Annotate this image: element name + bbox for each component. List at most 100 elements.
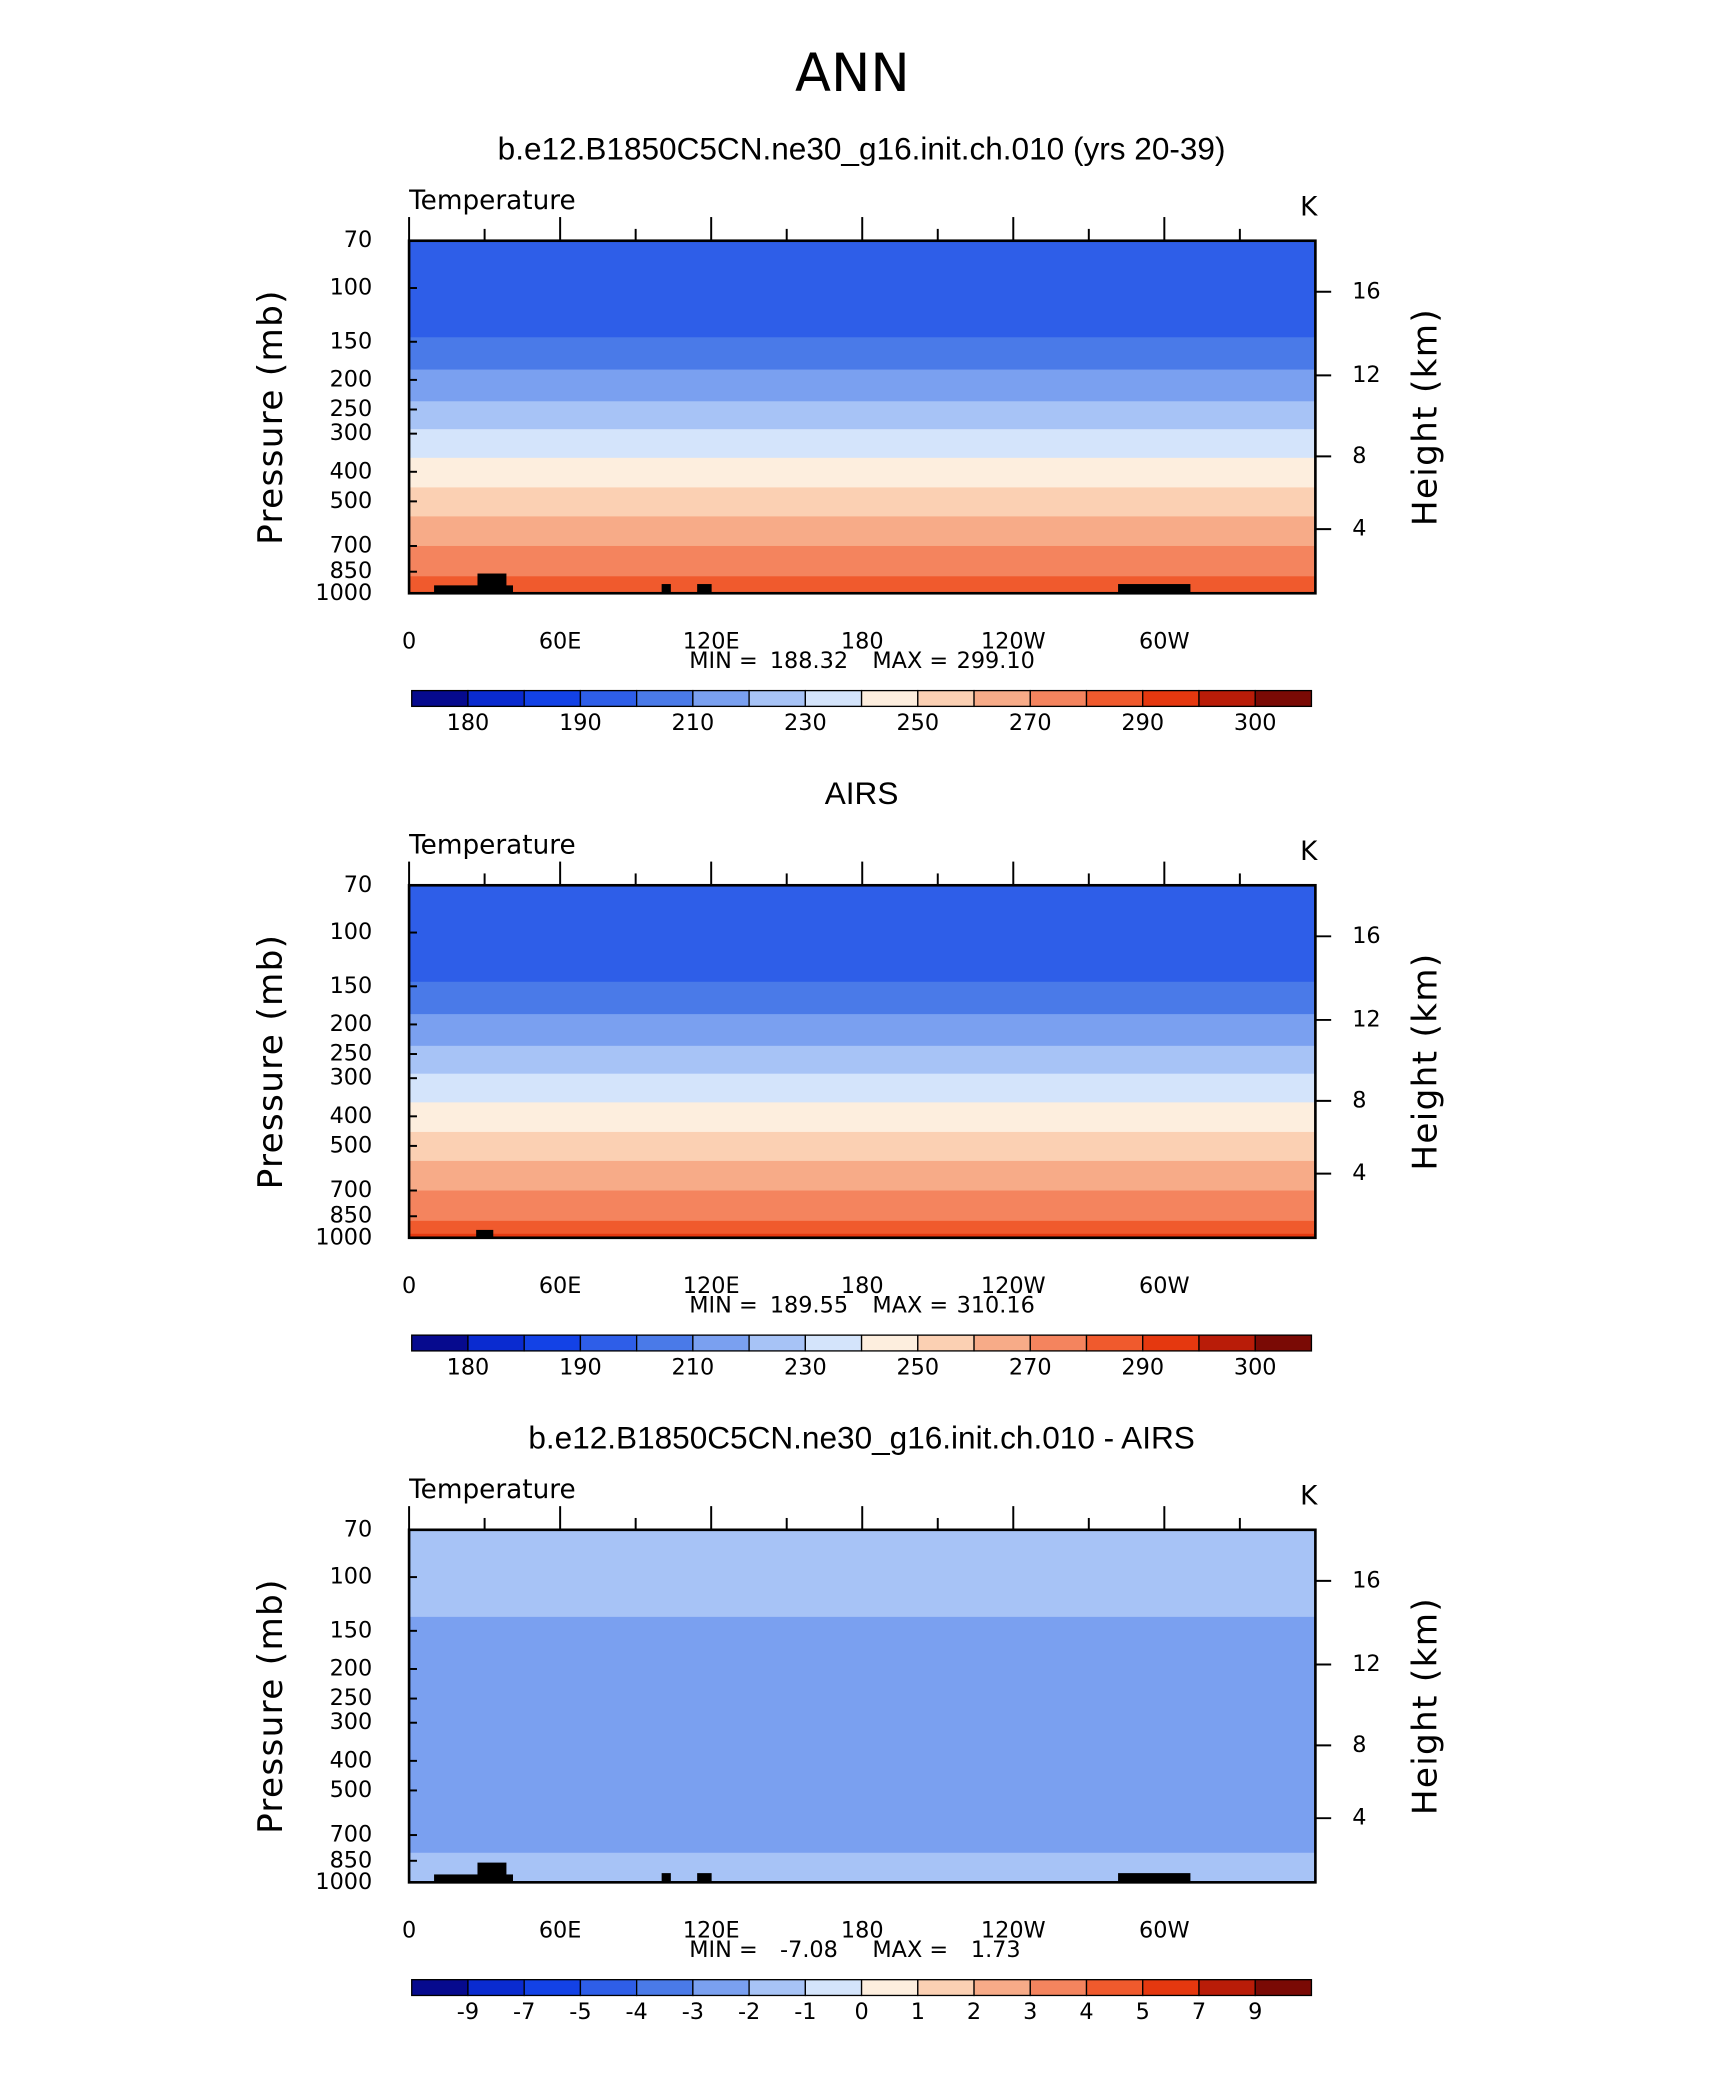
contour-band (409, 1102, 1316, 1133)
x-tick-label: 0 (402, 628, 416, 654)
y-tick-label: 500 (330, 1132, 373, 1158)
units-label: K (1300, 1481, 1318, 1511)
y-tick-label: 1000 (315, 580, 372, 606)
colorbar-label: 250 (896, 1355, 939, 1381)
min-value: 188.32 (770, 648, 848, 674)
colorbar-label: 300 (1234, 710, 1277, 736)
units-label: K (1300, 837, 1318, 867)
land-mask (697, 584, 712, 594)
colorbar-box (523, 1334, 582, 1352)
x-tick-label: 60W (1139, 1273, 1190, 1299)
max-label: MAX = (872, 648, 948, 674)
max-label: MAX = (872, 1937, 948, 1963)
y-tick-label: 1000 (315, 1224, 372, 1250)
y-tick-label: 400 (330, 1747, 373, 1773)
colorbar-label: 290 (1121, 710, 1164, 736)
colorbar-box (635, 689, 694, 708)
y-tick-label: 300 (330, 1065, 373, 1091)
colorbar-box (579, 1979, 638, 1997)
y-tick-label: 850 (330, 558, 373, 584)
x-tick-label: 60W (1139, 628, 1190, 654)
y2-tick-label: 16 (1352, 923, 1380, 949)
colorbar-label: 9 (1248, 1999, 1262, 2025)
contour-band (409, 1073, 1316, 1104)
x-tick-label: 180 (841, 1273, 884, 1299)
contour-band (409, 401, 1316, 430)
colorbar-box (523, 689, 582, 708)
y-tick-label: 500 (330, 488, 373, 514)
units-label: K (1300, 192, 1318, 222)
colorbar-label: 270 (1009, 1355, 1052, 1381)
x-tick-label: 120E (683, 628, 740, 654)
y2-axis-title: Height (km) (1406, 952, 1446, 1170)
contour-band (409, 1014, 1316, 1047)
y-tick-label: 200 (330, 1655, 373, 1681)
y2-tick-label: 16 (1352, 278, 1380, 304)
y-tick-label: 200 (330, 366, 373, 392)
x-tick-label: 60E (539, 628, 582, 654)
land-mask (1118, 584, 1191, 594)
y-tick-label: 200 (330, 1011, 373, 1037)
colorbar-box (917, 1979, 975, 1997)
max-value: 1.73 (971, 1937, 1021, 1963)
contour-band (409, 545, 1316, 577)
x-tick-label: 120E (683, 1918, 740, 1944)
x-tick-label: 0 (402, 1918, 416, 1944)
min-label: MIN = (689, 648, 757, 674)
colorbar-box (973, 689, 1031, 708)
colorbar-box (692, 1334, 750, 1352)
colorbar-box (860, 1979, 919, 1997)
min-label: MIN = (689, 1937, 757, 1963)
y-tick-label: 150 (330, 1617, 373, 1643)
variable-label: Temperature (408, 186, 576, 216)
y-tick-label: 700 (330, 1822, 373, 1848)
y-tick-label: 300 (330, 420, 373, 446)
y-tick-label: 100 (330, 1564, 373, 1590)
x-tick-label: 120W (981, 628, 1046, 654)
colorbar-box (1029, 689, 1088, 708)
colorbar-label: 290 (1121, 1355, 1164, 1381)
y2-tick-label: 16 (1352, 1567, 1380, 1593)
colorbar-box (411, 1334, 469, 1352)
contour-band (409, 1045, 1316, 1075)
contour-band (409, 457, 1316, 489)
contour-band (409, 487, 1316, 518)
y-tick-label: 70 (344, 872, 372, 898)
panel-title: AIRS (825, 775, 899, 811)
colorbar-label: 3 (1023, 1999, 1037, 2025)
y-tick-label: 250 (330, 1041, 373, 1067)
colorbar-label: 210 (672, 710, 715, 736)
land-mask (477, 1862, 507, 1883)
colorbar-label: 300 (1234, 1355, 1277, 1381)
colorbar-box (1085, 1334, 1144, 1352)
y2-tick-label: 12 (1352, 362, 1380, 388)
colorbar-box (748, 689, 807, 708)
variable-label: Temperature (408, 1475, 576, 1505)
colorbar-label: 1 (911, 1999, 925, 2025)
panel-title: b.e12.B1850C5CN.ne30_g16.init.ch.010 (yr… (498, 131, 1226, 167)
x-tick-label: 0 (402, 1273, 416, 1299)
land-mask (661, 584, 671, 594)
y-tick-label: 1000 (315, 1869, 372, 1895)
colorbar-label: 190 (559, 710, 602, 736)
contour-band (409, 1131, 1316, 1162)
contour-band (409, 1190, 1316, 1222)
land-mask (697, 1873, 712, 1883)
y2-tick-label: 8 (1352, 1732, 1366, 1758)
colorbar-label: -4 (625, 1999, 647, 2025)
colorbar-label: -3 (682, 1999, 704, 2025)
y-tick-label: 400 (330, 1103, 373, 1129)
colorbar-box (804, 1334, 863, 1352)
y-tick-label: 700 (330, 532, 373, 558)
colorbar-box (804, 1979, 863, 1997)
land-mask (477, 573, 507, 594)
colorbar-box (804, 689, 863, 708)
min-value: 189.55 (770, 1293, 848, 1319)
contour-band (409, 369, 1316, 402)
colorbar-label: 0 (854, 1999, 868, 2025)
y2-tick-label: 4 (1352, 516, 1366, 542)
contour-band (409, 429, 1316, 459)
colorbar-box (1254, 689, 1313, 708)
contour-band (409, 240, 1316, 338)
